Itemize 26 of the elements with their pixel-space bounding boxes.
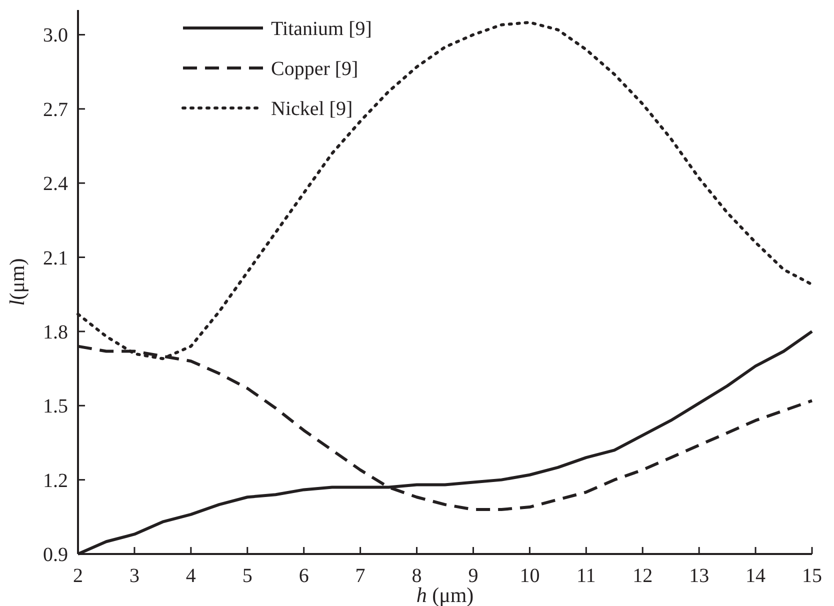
y-tick-label: 3.0	[43, 24, 68, 47]
x-tick-label: 8	[412, 565, 422, 587]
x-tick-label: 9	[468, 565, 478, 587]
y-tick-label: 1.2	[43, 470, 68, 492]
y-tick-label: 2.7	[43, 98, 68, 121]
y-tick-label: 2.4	[43, 173, 68, 196]
y-tick-label: 2.1	[43, 247, 68, 270]
x-tick-label: 14	[746, 565, 766, 587]
y-tick-label: 1.5	[43, 396, 68, 418]
x-tick-label: 3	[129, 565, 140, 587]
x-tick-label: 2	[73, 565, 83, 587]
x-tick-label: 4	[186, 565, 196, 587]
legend-label: Copper [9]	[271, 58, 358, 80]
x-tick-label: 5	[242, 565, 252, 587]
y-tick-label: 0.9	[43, 544, 68, 566]
x-tick-label: 12	[632, 565, 653, 587]
y-axis-title: l(μm)	[5, 258, 29, 306]
y-tick-label: 1.8	[43, 321, 68, 344]
x-tick-label: 10	[520, 565, 540, 587]
x-tick-label: 7	[355, 565, 366, 587]
x-tick-label: 6	[298, 565, 309, 587]
x-tick-label: 11	[576, 565, 596, 587]
x-tick-label: 15	[802, 565, 822, 587]
legend-label: Titanium [9]	[271, 18, 372, 40]
x-tick-label: 13	[689, 565, 710, 587]
legend-label: Nickel [9]	[271, 98, 353, 120]
